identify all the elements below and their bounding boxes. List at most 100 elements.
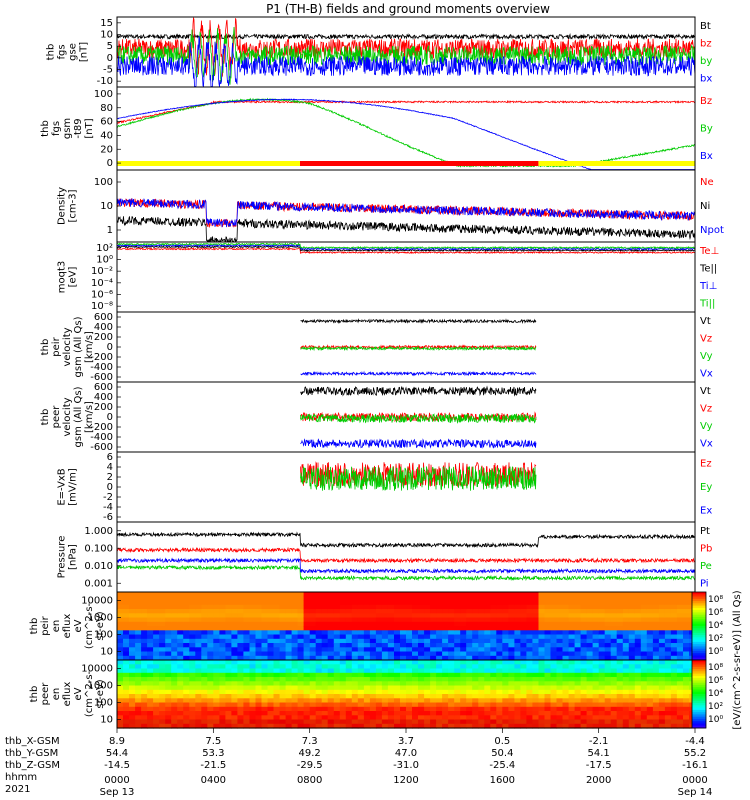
spectrogram-cell (412, 677, 419, 682)
spectrogram-cell (375, 660, 383, 665)
spectrogram-cell (544, 702, 552, 708)
spectrogram-cell (652, 609, 660, 614)
spectrogram-cell (664, 638, 672, 644)
spectrogram-cell (255, 596, 263, 602)
spectrogram-cell (532, 660, 539, 665)
spectrogram-cell (249, 677, 257, 682)
spectrogram-cell (538, 617, 546, 623)
spectrogram-cell (141, 638, 148, 644)
spectrogram-cell (556, 638, 564, 644)
spectrogram-cell (496, 706, 503, 712)
colorbar-cell (692, 644, 706, 647)
spectrogram-cell (562, 706, 570, 712)
spectrogram-cell (592, 677, 600, 682)
spectrogram-cell (321, 621, 329, 627)
colorbar-cell (692, 605, 706, 609)
spectrogram-cell (213, 660, 220, 665)
spectrogram-cell (123, 689, 130, 695)
spectrogram-cell (604, 609, 612, 614)
spectrogram-cell (652, 596, 660, 602)
spectrogram-cell (454, 677, 461, 682)
spectrogram-cell (430, 647, 437, 653)
spectrogram-cell (472, 655, 479, 661)
spectrogram-cell (652, 626, 660, 631)
spectrogram-cell (141, 600, 148, 606)
spectrogram-cell (285, 711, 293, 716)
spectrogram-cell (249, 634, 257, 640)
spectrogram-cell (448, 592, 455, 597)
spectrogram-cell (123, 681, 130, 687)
panel-4: moqt3[eV]Te⊥Te||Ti⊥Ti||10²10⁰10⁻²10⁻⁴10⁻… (57, 241, 719, 313)
spectrogram-cell (339, 638, 347, 644)
spectrogram-cell (676, 685, 684, 691)
spectrogram-cell (249, 596, 257, 602)
spectrogram-cell (219, 655, 226, 661)
spectrogram-cell (171, 600, 178, 606)
spectrogram-cell (610, 621, 618, 627)
spectrogram-cell (339, 660, 347, 665)
spectrogram-cell (261, 706, 269, 712)
spectrogram-cell (406, 698, 413, 704)
spectrogram-cell (598, 630, 606, 636)
spectrogram-cell (610, 677, 618, 682)
spectrogram-cell (177, 677, 184, 682)
spectrogram-cell (315, 689, 323, 695)
spectrogram-cell (303, 592, 311, 597)
spectrogram-cell (147, 660, 154, 665)
spectrogram-cell (622, 711, 630, 716)
spectrogram-cell (351, 685, 359, 691)
spectrogram-cell (285, 706, 293, 712)
spectrogram-cell (466, 672, 473, 678)
colorbar-tick: 10² (708, 634, 723, 644)
spectrogram-cell (676, 604, 684, 610)
spectrogram-cell (219, 698, 226, 704)
spectrogram-cell (683, 668, 690, 674)
spectrogram-cell (231, 634, 238, 640)
spectrogram-cell (117, 613, 124, 619)
spectrogram-cell (303, 638, 311, 644)
spectrogram-cell (502, 600, 509, 606)
spectrogram-cell (683, 698, 690, 704)
spectrogram-cell (550, 621, 558, 627)
spectrogram-cell (394, 617, 401, 623)
spectrogram-cell (520, 668, 527, 674)
spectrogram-cell (538, 706, 546, 712)
spectrogram-cell (640, 621, 648, 627)
spectrogram-cell (664, 643, 672, 648)
spectrogram-cell (135, 630, 142, 636)
spectrogram-cell (628, 596, 636, 602)
spectrogram-cell (568, 613, 576, 619)
spectrogram-cell (652, 702, 660, 708)
spectrogram-cell (400, 634, 407, 640)
spectrogram-cell (237, 706, 244, 712)
spectrogram-cell (532, 613, 539, 619)
spectrogram-cell (580, 655, 588, 661)
spectrogram-cell (460, 664, 467, 670)
legend-te: Te|| (699, 263, 717, 274)
spectrogram-cell (454, 630, 461, 636)
legend-bz: Bz (700, 96, 712, 107)
spectrogram-cell (442, 677, 449, 682)
spectrogram-cell (231, 655, 238, 661)
spectrogram-cell (514, 643, 521, 648)
spectrogram-cell (225, 664, 232, 670)
spectrogram-cell (225, 651, 232, 657)
spectrogram-cell (580, 609, 588, 614)
spectrogram-cell (412, 702, 419, 708)
spectrogram-cell (454, 626, 461, 631)
spectrogram-cell (466, 706, 473, 712)
legend-bx: Bx (700, 151, 713, 162)
spectrogram-cell (237, 685, 244, 691)
spectrogram-cell (652, 613, 660, 619)
spectrogram-cell (339, 621, 347, 627)
spectrogram-cell (345, 723, 353, 729)
spectrogram-cell (400, 702, 407, 708)
spectrogram-cell (165, 702, 172, 708)
spectrogram-cell (568, 660, 576, 665)
spectrogram-cell (508, 617, 515, 623)
spectrogram-cell (502, 638, 509, 644)
spectrogram-cell (683, 711, 690, 716)
spectrogram-cell (448, 651, 455, 657)
spectrogram-cell (508, 694, 515, 699)
spectrogram-cell (598, 660, 606, 665)
